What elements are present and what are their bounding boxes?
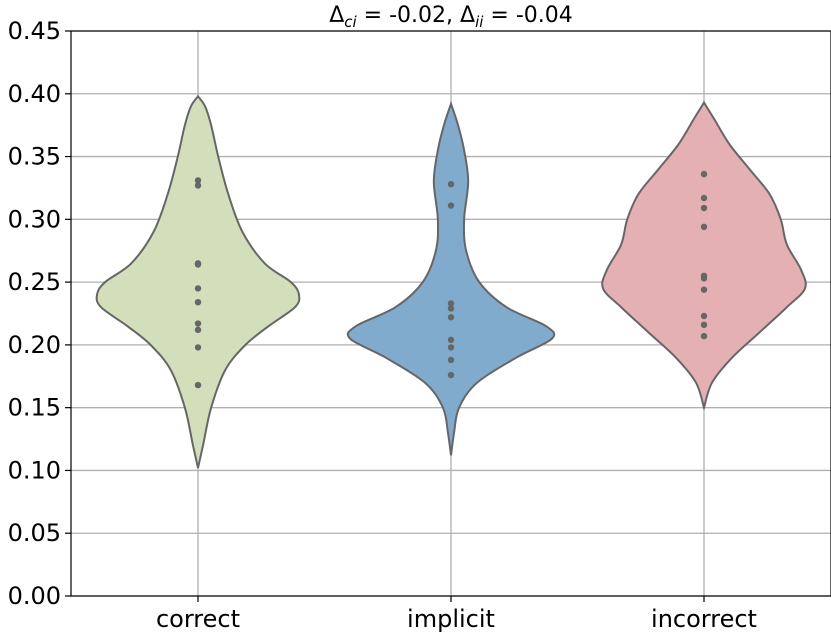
violin-implicit bbox=[346, 100, 556, 456]
data-point-implicit bbox=[447, 202, 455, 209]
data-point-implicit bbox=[447, 180, 455, 188]
y-tick-label: 0.30 bbox=[8, 205, 61, 233]
y-tick-label: 0.25 bbox=[8, 268, 61, 296]
data-point-incorrect bbox=[700, 223, 708, 231]
x-axis: correct implicit incorrect bbox=[156, 596, 757, 633]
data-point-incorrect bbox=[700, 194, 708, 202]
x-tick-label: incorrect bbox=[651, 605, 757, 633]
x-tick-label: correct bbox=[156, 605, 240, 633]
data-point-implicit bbox=[447, 336, 455, 344]
data-point-incorrect bbox=[700, 170, 708, 178]
data-point-correct bbox=[194, 260, 202, 267]
chart-title: Δci = -0.02, Δii = -0.04 bbox=[329, 3, 573, 31]
data-point-implicit bbox=[447, 344, 455, 351]
data-point-correct bbox=[194, 177, 202, 184]
data-point-correct bbox=[194, 182, 202, 189]
x-tick-label: implicit bbox=[407, 605, 495, 633]
data-point-implicit bbox=[447, 300, 455, 307]
data-point-correct bbox=[194, 299, 202, 306]
violin-correct bbox=[95, 94, 301, 469]
y-tick-label: 0.20 bbox=[8, 331, 61, 359]
y-tick-label: 0.40 bbox=[8, 80, 61, 108]
data-point-implicit bbox=[447, 305, 455, 312]
y-tick-label: 0.05 bbox=[8, 519, 61, 547]
data-point-implicit bbox=[447, 371, 455, 379]
data-point-incorrect bbox=[700, 286, 708, 293]
points-layer bbox=[194, 170, 708, 389]
data-point-correct bbox=[194, 344, 202, 351]
y-axis: 0.00 0.05 0.10 0.15 0.20 0.25 0.30 0.35 0.40 0.45 bbox=[8, 17, 71, 610]
data-point-incorrect bbox=[700, 272, 708, 280]
data-point-implicit bbox=[447, 356, 455, 364]
data-point-correct bbox=[194, 285, 202, 292]
data-point-incorrect bbox=[700, 321, 708, 328]
y-tick-label: 0.35 bbox=[8, 143, 61, 171]
data-point-implicit bbox=[447, 314, 455, 321]
y-tick-label: 0.00 bbox=[8, 582, 61, 610]
data-point-correct bbox=[194, 320, 202, 327]
y-tick-label: 0.15 bbox=[8, 394, 61, 422]
violin-layer bbox=[95, 94, 807, 469]
violin-incorrect bbox=[601, 100, 807, 411]
data-point-incorrect bbox=[700, 332, 708, 340]
y-tick-label: 0.10 bbox=[8, 456, 61, 484]
y-tick-label: 0.45 bbox=[8, 17, 61, 45]
data-point-correct bbox=[194, 381, 202, 389]
data-point-incorrect bbox=[700, 312, 708, 320]
data-point-incorrect bbox=[700, 204, 708, 212]
data-point-correct bbox=[194, 326, 202, 334]
